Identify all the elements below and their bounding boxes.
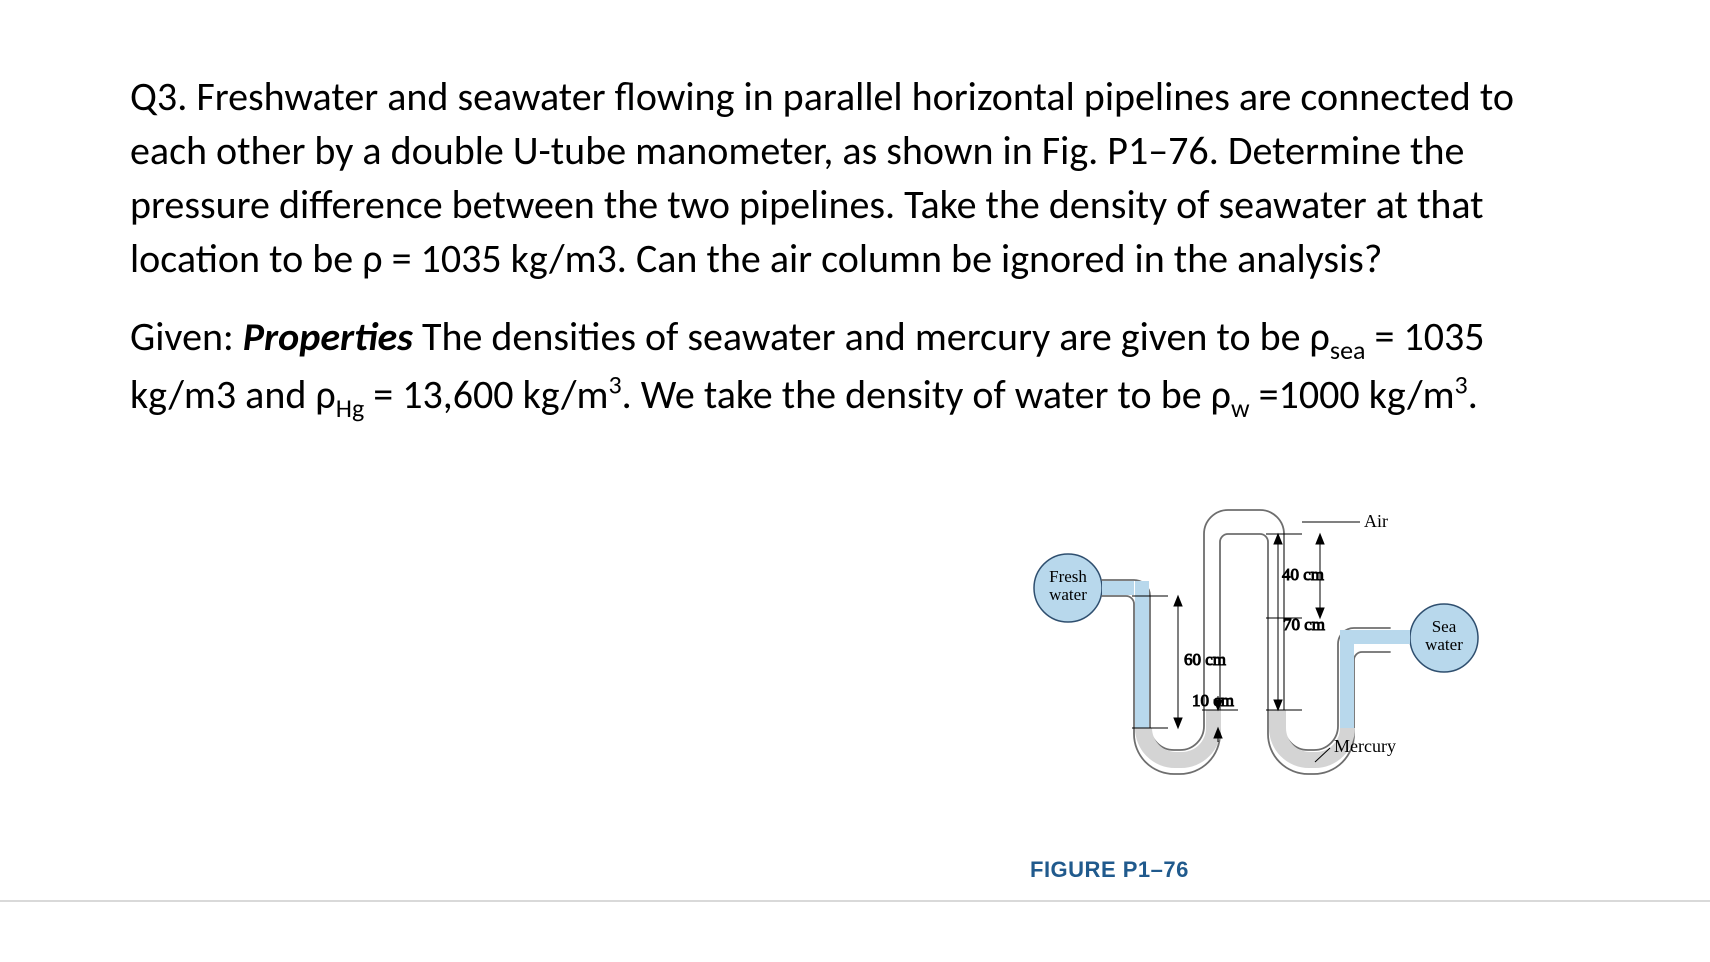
slide: Q3. Freshwater and seawater flowing in p… bbox=[0, 0, 1710, 962]
figure: Fresh water Sea water bbox=[1020, 500, 1500, 883]
given-lead: Given: bbox=[130, 312, 243, 361]
svg-text:water: water bbox=[1049, 585, 1087, 604]
dim-60cm: 60 cm bbox=[1184, 650, 1226, 669]
question-text: Q3. Freshwater and seawater flowing in p… bbox=[130, 70, 1580, 286]
figure-caption: FIGURE P1–76 bbox=[1030, 857, 1500, 883]
svg-text:Fresh: Fresh bbox=[1049, 567, 1087, 586]
dim-10cm: 10 cm bbox=[1192, 691, 1234, 710]
svg-text:water: water bbox=[1425, 635, 1463, 654]
properties-word: Properties bbox=[243, 312, 413, 361]
mercury-label: Mercury bbox=[1334, 736, 1396, 756]
given-text: Given: Properties The densities of seawa… bbox=[130, 310, 1580, 427]
dim-40cm: 40 cm bbox=[1282, 565, 1324, 584]
dim-70cm: 70 cm bbox=[1283, 615, 1325, 634]
bottom-divider bbox=[0, 900, 1710, 902]
svg-text:Sea: Sea bbox=[1432, 617, 1457, 636]
air-label: Air bbox=[1364, 511, 1388, 531]
manometer-diagram: Fresh water Sea water bbox=[1020, 500, 1500, 840]
